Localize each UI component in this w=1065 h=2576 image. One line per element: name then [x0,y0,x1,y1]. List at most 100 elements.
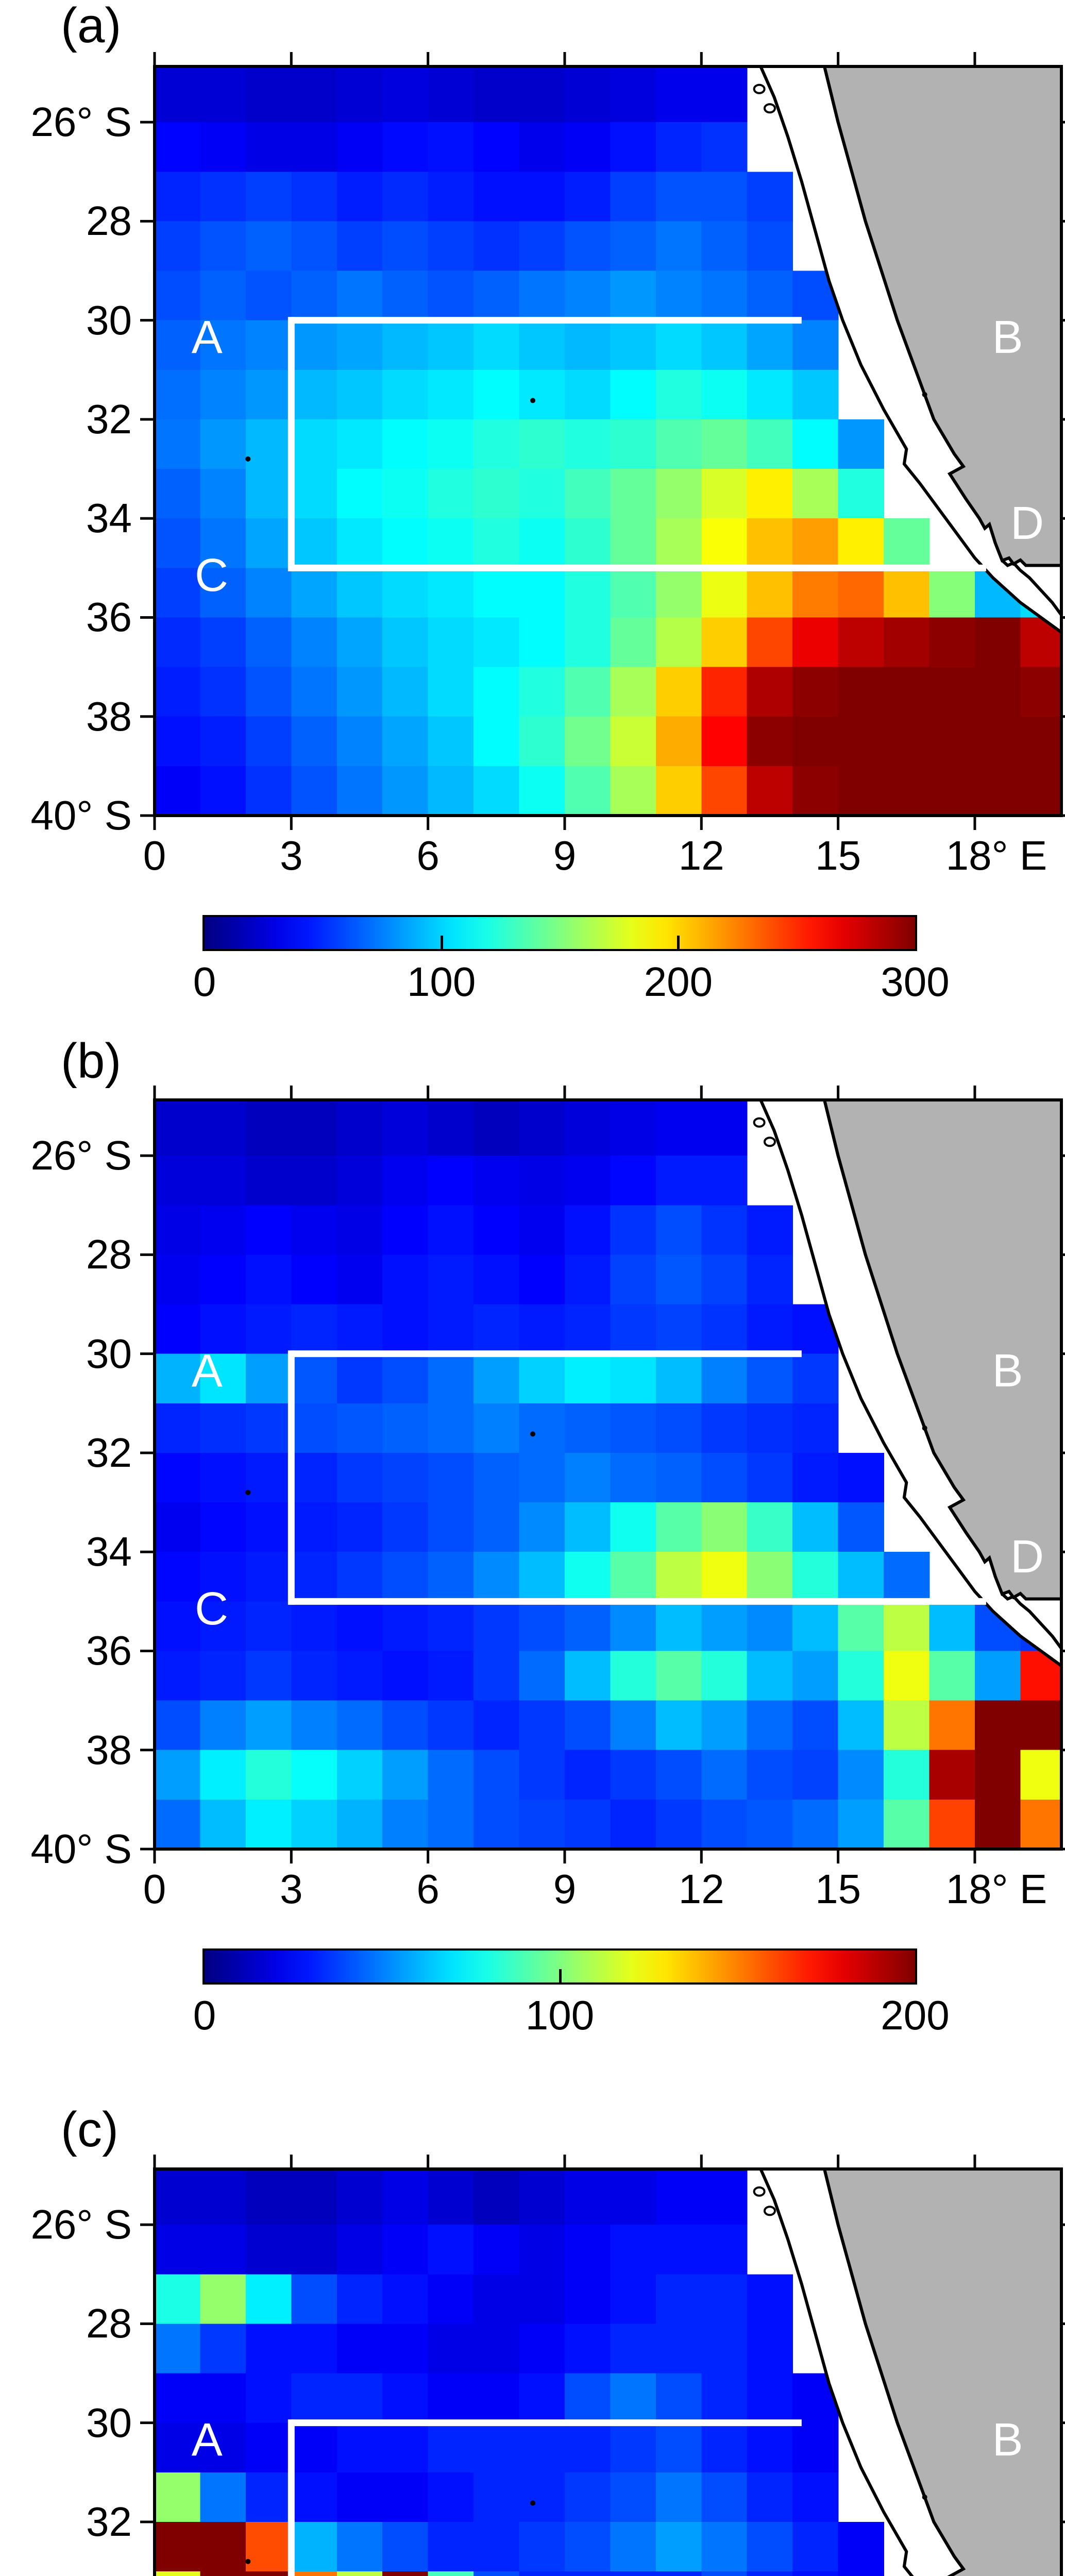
colorbar-label-a-2: 200 [644,959,713,1005]
y-tick-label-c-2: 30 [86,2399,132,2446]
x-tick-label-a-4: 12 [678,833,724,878]
map-dot-2 [922,2494,927,2500]
colorbar-label-b-1: 100 [525,1992,595,2038]
region-label-C: C [195,1583,229,1635]
region-label-B: B [992,312,1023,364]
plot-border [153,2167,1063,2576]
axis-ticks [140,1086,1065,1863]
colorbar-label-a-1: 100 [407,959,476,1005]
region-label-A: A [191,1345,223,1397]
y-tick-label-b-7: 40° S [30,1826,132,1872]
island-contour-1 [763,103,776,114]
axis-ticks [140,52,1065,830]
x-tick-label-b-5: 15 [815,1866,861,1912]
plot-border [153,1098,1063,1851]
x-tick-label-b-2: 6 [416,1866,439,1912]
y-tick-label-a-0: 26° S [30,99,132,145]
map-dot-0 [245,2558,251,2564]
land-polygon [823,2169,1061,2576]
study-box [288,317,987,571]
panel-letter-b: (b) [61,1033,122,1089]
colorbar-tick-a-2 [677,936,680,949]
island-contour-0 [753,83,766,94]
heatmap-cells-b [155,1100,1061,1849]
heatmap-cells-a [155,66,1061,816]
y-tick-label-c-1: 28 [86,2300,132,2347]
colorbar-tick-a-1 [440,936,443,949]
region-label-A: A [191,312,223,364]
x-tick-label-b-6: 18° E [945,1866,1047,1912]
panel-letter-c: (c) [61,2102,119,2157]
map-content-a [155,66,1061,816]
plot-border [153,65,1063,817]
y-tick-label-c-0: 26° S [30,2201,132,2248]
y-tick-label-b-4: 34 [86,1529,132,1575]
y-tick-label-b-5: 36 [86,1628,132,1674]
map-dot-1 [530,398,536,403]
x-tick-label-b-4: 12 [678,1866,724,1912]
x-tick-label-a-6: 18° E [945,833,1047,878]
x-tick-label-a-0: 0 [143,833,166,878]
colorbar-a [202,915,917,951]
x-tick-label-a-2: 6 [416,833,439,878]
study-box [288,1350,987,1605]
region-label-D: D [1010,497,1044,549]
map-dot-0 [245,1489,251,1495]
region-label-B: B [992,1345,1023,1397]
map-dot-1 [530,2500,536,2506]
map-a [140,52,1065,830]
y-tick-label-a-7: 40° S [30,792,132,838]
land-polygon [823,66,1061,567]
x-tick-label-a-1: 3 [280,833,303,878]
region-label-B: B [992,2414,1023,2466]
island-contour-0 [753,2186,766,2197]
x-tick-label-a-3: 9 [553,833,577,878]
y-tick-label-a-3: 32 [86,396,132,442]
shelf-line [759,2169,914,2576]
shelf-line [759,1100,1061,1667]
colorbar-label-a-0: 0 [193,959,216,1005]
map-dot-1 [530,1431,536,1437]
map-content-c [155,2169,1061,2576]
axis-ticks [140,2155,1065,2523]
colorbar-label-b-0: 0 [193,1992,216,2038]
colorbar-label-b-2: 200 [881,1992,950,2038]
y-tick-label-a-6: 38 [86,693,132,739]
x-tick-label-a-5: 15 [815,833,861,878]
y-tick-label-b-3: 32 [86,1429,132,1476]
region-label-C: C [195,549,229,601]
y-tick-label-b-1: 28 [86,1231,132,1278]
y-tick-label-a-5: 36 [86,594,132,640]
map-content-b [155,1100,1061,1849]
map-dot-2 [922,1425,927,1431]
y-tick-label-b-0: 26° S [30,1132,132,1179]
y-tick-label-a-1: 28 [86,198,132,244]
map-b [140,1086,1065,1863]
region-label-A: A [191,2414,223,2466]
map-c [140,2155,1065,2576]
land-polygon [823,1100,1061,1601]
region-label-D: D [1010,1531,1044,1583]
y-tick-label-b-2: 30 [86,1330,132,1377]
colorbar-label-a-3: 300 [881,959,950,1005]
y-tick-label-a-4: 34 [86,495,132,541]
island-contour-1 [763,1137,776,1147]
island-contour-1 [763,2206,776,2216]
y-tick-label-a-2: 30 [86,297,132,343]
map-dot-0 [245,456,251,462]
panel-letter-a: (a) [61,0,122,53]
map-dot-2 [922,392,927,397]
x-tick-label-b-1: 3 [280,1866,303,1912]
island-contour-0 [753,1117,766,1128]
shelf-line [759,66,1061,634]
y-tick-label-c-3: 32 [86,2498,132,2545]
y-tick-label-b-6: 38 [86,1726,132,1773]
heatmap-cells-c [155,2169,884,2576]
x-tick-label-b-0: 0 [143,1866,166,1912]
study-box [288,2419,802,2576]
x-tick-label-b-3: 9 [553,1866,577,1912]
